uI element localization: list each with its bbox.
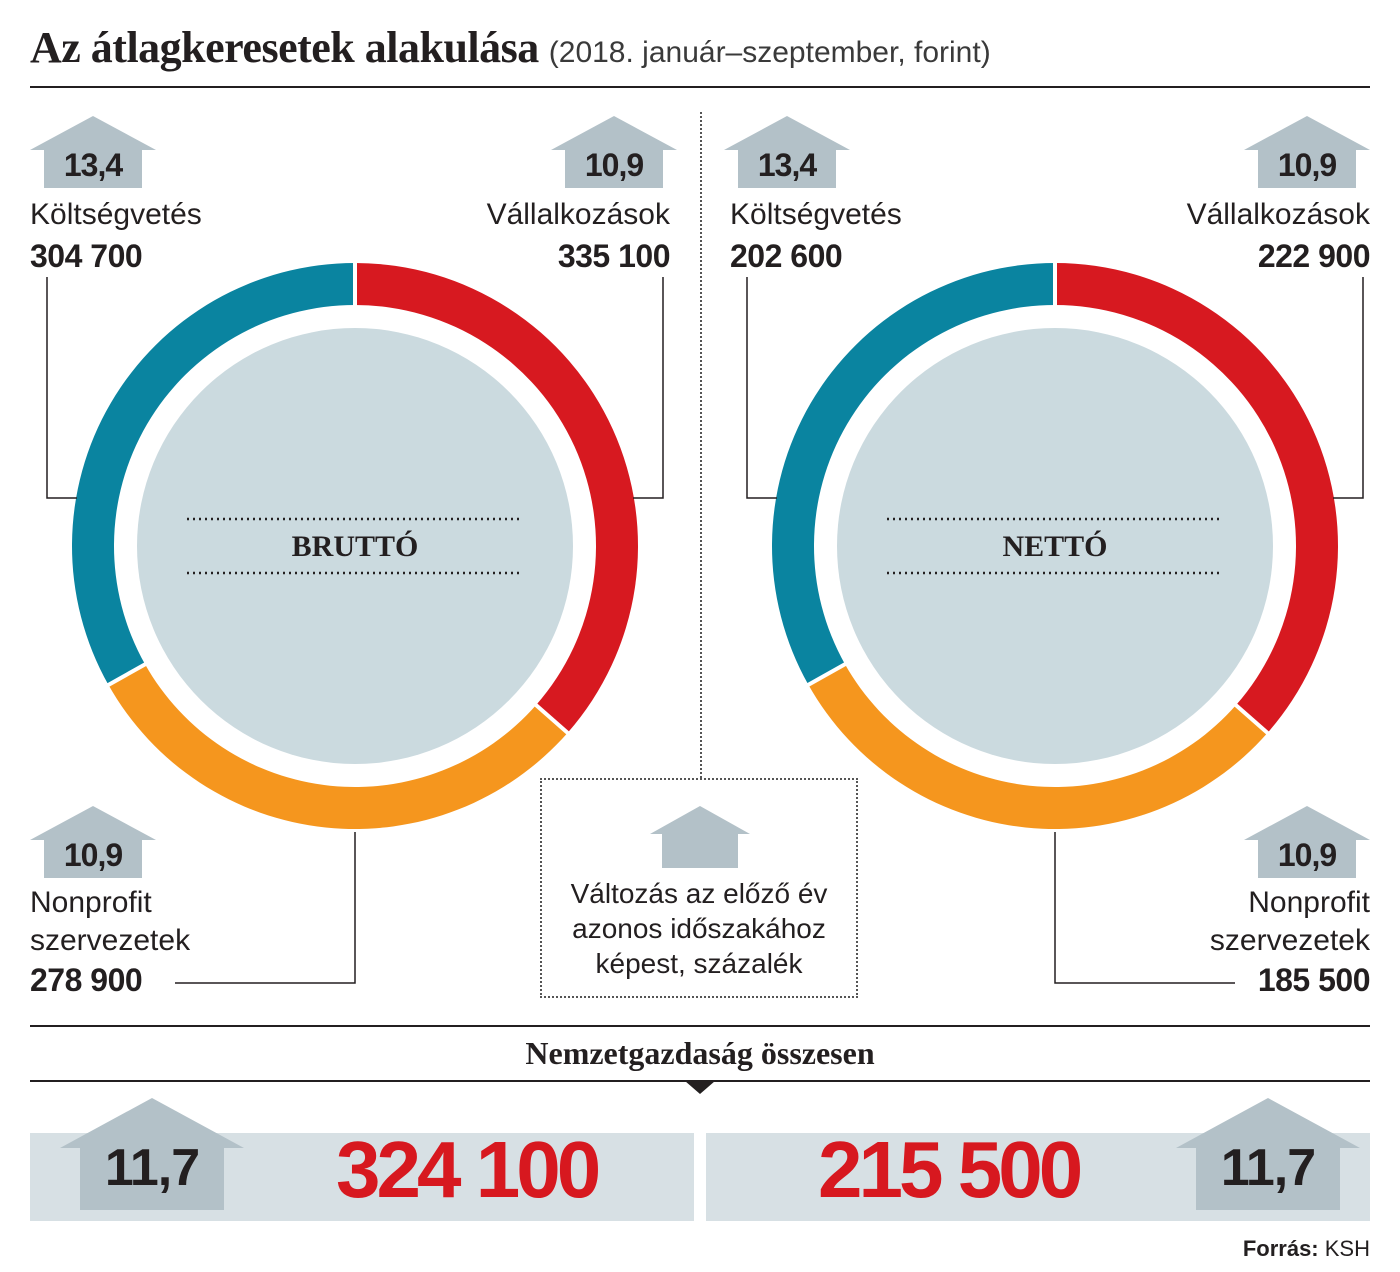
- leader-line-vallalkozasok: [1333, 277, 1364, 499]
- value-koltsegvetes-brutto: 304 700: [30, 238, 143, 274]
- up-arrow-icon: [1244, 116, 1370, 188]
- center-label-netto: NETTÓ: [1002, 530, 1108, 563]
- change-arrow-koltsegvetes-netto: 13,4: [724, 116, 850, 188]
- segment-separator: [105, 661, 148, 688]
- leader-line-koltsegvetes: [46, 277, 77, 499]
- up-arrow-icon: [60, 1098, 244, 1210]
- label-nonprofit-netto-1: Nonprofit: [1248, 886, 1370, 919]
- center-label-brutto: BRUTTÓ: [291, 530, 419, 563]
- legend-text: Változás az előző év azonos időszakához …: [542, 876, 856, 981]
- segment-separator: [533, 702, 571, 736]
- value-vallalkozasok-netto: 222 900: [1257, 238, 1371, 274]
- down-triangle-icon: [685, 1081, 715, 1094]
- title-text: Az átlagkeresetek alakulása: [30, 23, 539, 72]
- donut-center-disc: [137, 328, 573, 764]
- label-nonprofit-brutto-1: Nonprofit: [30, 886, 152, 919]
- donut-segment-koltsegvetes: [772, 263, 1055, 685]
- up-arrow-icon: [1244, 806, 1370, 878]
- donut-center-disc: [837, 328, 1273, 764]
- total-change-arrow-netto: 11,7: [1176, 1098, 1360, 1210]
- legend-line-2: azonos időszakához: [572, 913, 826, 944]
- value-vallalkozasok-brutto: 335 100: [557, 238, 671, 274]
- label-vallalkozasok-brutto: Vállalkozások: [486, 198, 670, 231]
- leader-line-nonprofit: [1054, 832, 1235, 984]
- change-value: 10,9: [584, 147, 644, 183]
- source: Forrás: KSH: [1243, 1236, 1370, 1262]
- change-arrow-nonprofit-brutto: 10,9: [30, 806, 156, 878]
- leader-line-vallalkozasok: [633, 277, 664, 499]
- total-change-value-brutto: 11,7: [104, 1139, 200, 1197]
- label-nonprofit-netto-2: szervezetek: [1209, 924, 1370, 957]
- center-separator: [700, 112, 702, 778]
- totals-heading: Nemzetgazdaság összesen: [525, 1035, 875, 1071]
- up-arrow-icon: [30, 116, 156, 188]
- total-value-netto: 215 500: [818, 1125, 1083, 1214]
- legend-line-3: képest, százalék: [595, 948, 803, 979]
- legend-box: Változás az előző év azonos időszakához …: [540, 778, 858, 998]
- totals-top-divider: [30, 1025, 1370, 1027]
- donut-segment-nonprofit-szervezetek: [108, 664, 568, 829]
- donut-segment-koltsegvetes: [72, 263, 355, 685]
- change-arrow-vallalkozasok-brutto: 10,9: [551, 116, 677, 188]
- legend-line-1: Változás az előző év: [570, 878, 828, 909]
- segment-separator: [805, 661, 848, 688]
- label-koltsegvetes-netto: Költségvetés: [730, 198, 902, 231]
- total-change-value-netto: 11,7: [1220, 1139, 1316, 1197]
- source-label: Forrás:: [1242, 1236, 1319, 1261]
- total-value-brutto: 324 100: [336, 1125, 601, 1214]
- donut-segment-vallalkozasok: [1055, 263, 1338, 733]
- change-value: 10,9: [1277, 837, 1337, 873]
- donut-segment-vallalkozasok: [355, 263, 639, 733]
- total-change-arrow-brutto: 11,7: [60, 1098, 244, 1210]
- donut-segment-nonprofit-szervezetek: [808, 664, 1268, 829]
- label-nonprofit-brutto-2: szervezetek: [30, 924, 191, 957]
- value-koltsegvetes-netto: 202 600: [730, 238, 843, 274]
- label-vallalkozasok-netto: Vállalkozások: [1186, 198, 1370, 231]
- change-arrow-nonprofit-netto: 10,9: [1244, 806, 1370, 878]
- subtitle: (2018. január–szeptember, forint): [548, 36, 991, 69]
- donut-charts: [46, 261, 1364, 984]
- change-value: 13,4: [63, 147, 123, 183]
- segment-separator: [1233, 702, 1271, 736]
- source-value: KSH: [1324, 1236, 1370, 1261]
- up-arrow-icon: [30, 806, 156, 878]
- change-arrow-koltsegvetes-brutto: 13,4: [30, 116, 156, 188]
- label-koltsegvetes-brutto: Költségvetés: [30, 198, 202, 231]
- value-nonprofit-netto: 185 500: [1257, 962, 1371, 998]
- up-arrow-icon: [551, 116, 677, 188]
- change-value: 10,9: [1277, 147, 1337, 183]
- page-title: Az átlagkeresetek alakulása (2018. január…: [30, 22, 991, 73]
- leader-line-nonprofit: [175, 832, 356, 984]
- up-arrow-icon: [1176, 1098, 1360, 1210]
- leader-line-koltsegvetes: [746, 277, 777, 499]
- value-nonprofit-brutto: 278 900: [30, 962, 143, 998]
- title-divider: [30, 86, 1370, 88]
- change-value: 13,4: [757, 147, 817, 183]
- change-arrow-vallalkozasok-netto: 10,9: [1244, 116, 1370, 188]
- up-arrow-icon: [724, 116, 850, 188]
- change-value: 10,9: [63, 837, 123, 873]
- up-arrow-icon: [650, 806, 750, 868]
